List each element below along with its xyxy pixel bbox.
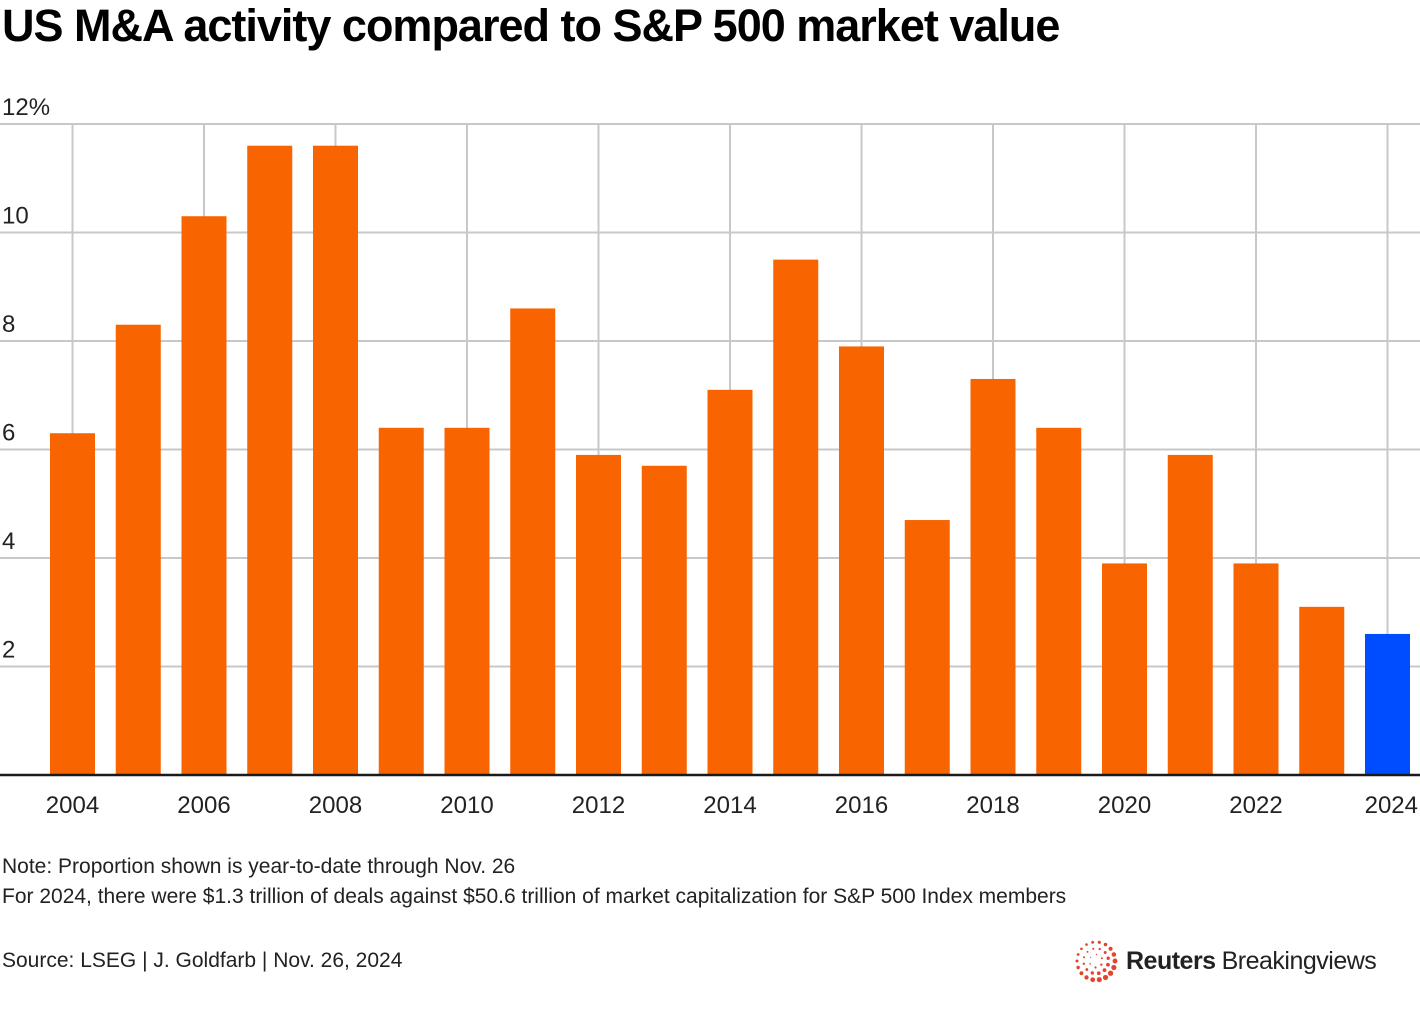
logo-dot (1111, 952, 1117, 957)
logo-dot (1107, 970, 1114, 976)
y-tick-label: 8 (2, 311, 15, 338)
x-tick-label: 2008 (309, 792, 362, 819)
y-tick-label: 6 (2, 420, 15, 447)
x-tick-label: 2020 (1098, 792, 1151, 819)
source-credit: Source: LSEG | J. Goldfarb | Nov. 26, 20… (2, 949, 403, 972)
bar-2022 (1233, 563, 1279, 775)
y-axis-ticks: 2 4 6 8 10 12% (2, 94, 50, 664)
logo-dot (1092, 947, 1095, 950)
bar-2011 (510, 308, 556, 775)
y-tick-label: 2 (2, 637, 15, 664)
bar-2007 (247, 145, 293, 775)
bar-2005 (115, 324, 161, 775)
logo-dot (1080, 947, 1083, 951)
logo-dot (1084, 975, 1089, 980)
logo-dot (1094, 966, 1097, 969)
logo-dot (1083, 956, 1086, 959)
logo-dot (1097, 940, 1101, 944)
bar-2021 (1167, 454, 1213, 775)
chart-title: US M&A activity compared to S&P 500 mark… (2, 0, 1060, 51)
bar-2004 (50, 433, 95, 775)
logo-dot (1091, 940, 1095, 944)
x-tick-label: 2014 (703, 792, 756, 819)
bar-2008 (313, 145, 358, 775)
logo-dot (1075, 959, 1079, 963)
bar-2023 (1299, 606, 1345, 775)
logo-dot (1085, 968, 1089, 971)
bar-2019 (1036, 427, 1082, 775)
logo-dot (1086, 950, 1089, 953)
logo-dot (1100, 957, 1103, 960)
logo-dot (1089, 963, 1091, 965)
x-axis-ticks: 2004 2006 2008 2010 2012 2014 2016 2018 2020 2022… (46, 792, 1418, 819)
logo-brand-bold: Reuters (1126, 946, 1216, 975)
note-line-2: For 2024, there were $1.3 trillion of de… (2, 885, 1067, 908)
bars (50, 145, 1410, 776)
logo-dot (1095, 953, 1098, 956)
x-tick-label: 2022 (1229, 792, 1282, 819)
logo-dot (1096, 977, 1102, 983)
x-tick-label: 2010 (440, 792, 493, 819)
logo-dot (1103, 942, 1108, 947)
logo-dot (1079, 971, 1084, 976)
bar-2013 (641, 465, 687, 775)
note-line-1: Note: Proportion shown is year-to-date t… (2, 855, 516, 878)
logo-dot (1108, 946, 1113, 951)
logo-dot (1102, 968, 1107, 973)
bar-2024 (1365, 633, 1410, 775)
bar-2017 (904, 520, 950, 775)
y-tick-label: 10 (2, 203, 29, 230)
x-tick-label: 2016 (835, 792, 888, 819)
logo-dot (1096, 971, 1101, 976)
logo-dot (1076, 953, 1080, 956)
y-tick-label: 4 (2, 528, 15, 555)
bar-2009 (378, 427, 424, 775)
logo-dot (1103, 951, 1107, 954)
bar-2014 (707, 389, 753, 775)
x-tick-label: 2012 (572, 792, 625, 819)
logo-dot (1111, 964, 1117, 971)
logo-brand-light: Breakingviews (1221, 946, 1377, 975)
bar-2016 (839, 346, 884, 775)
logo-dot (1090, 971, 1094, 975)
logo-dot (1090, 956, 1092, 958)
logo-dot (1085, 943, 1088, 946)
logo-dot (1106, 962, 1110, 967)
bar-2010 (444, 427, 490, 775)
reuters-dot-ring-icon (1075, 940, 1118, 983)
logo-dot (1106, 956, 1110, 960)
bar-2006 (181, 216, 227, 776)
logo-dot (1082, 962, 1086, 965)
logo-dot (1100, 963, 1103, 966)
x-tick-label: 2024 (1365, 792, 1418, 819)
reuters-breakingviews-logo: Reuters Breakingviews (1074, 938, 1377, 984)
logo-dot (1076, 965, 1080, 970)
logo-dot (1102, 974, 1109, 981)
bar-2020 (1102, 563, 1147, 775)
bar-2018 (970, 378, 1016, 775)
y-tick-label: 12% (2, 94, 50, 121)
bar-2015 (773, 259, 819, 775)
x-tick-label: 2004 (46, 792, 99, 819)
logo-wordmark: Reuters Breakingviews (1126, 946, 1377, 976)
x-tick-label: 2006 (177, 792, 230, 819)
logo-dot (1112, 958, 1118, 964)
logo-dot (1090, 977, 1096, 983)
logo-dot (1098, 947, 1101, 951)
x-tick-label: 2018 (966, 792, 1019, 819)
bar-2012 (576, 454, 621, 775)
